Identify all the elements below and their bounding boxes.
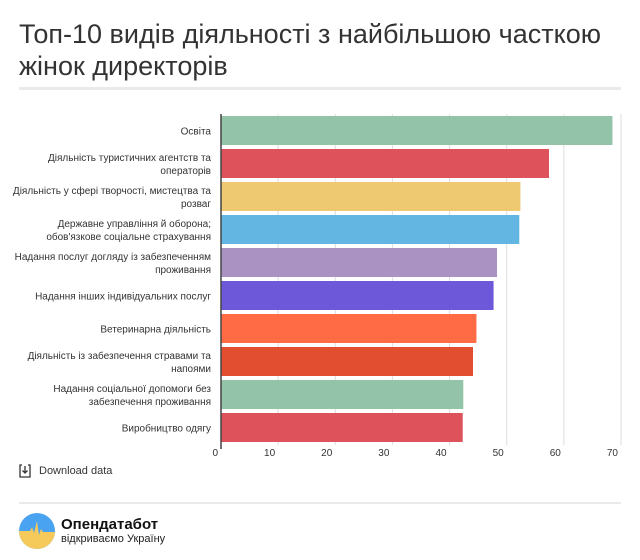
bar <box>221 380 464 409</box>
category-label: забезпечення проживання <box>89 396 211 408</box>
category-label: Надання інших індивідуальних послуг <box>35 292 211 303</box>
x-tick-label: 70 <box>607 448 619 459</box>
category-label: Діяльність туристичних агентств та <box>48 153 211 164</box>
category-label: Виробництво одягу <box>122 423 211 435</box>
bar <box>221 314 477 343</box>
title-divider <box>19 87 621 90</box>
chart-title: Топ-10 видів діяльності з найбільшою час… <box>19 19 601 81</box>
category-label: Діяльність у сфері творчості, мистецтва … <box>13 185 212 197</box>
bar <box>221 413 463 442</box>
logo-icon <box>19 513 55 549</box>
bar <box>221 149 549 178</box>
category-label: напоями <box>171 364 211 375</box>
bar <box>221 281 494 310</box>
x-tick-label: 0 <box>212 448 218 459</box>
footer-divider <box>19 502 621 504</box>
bar-chart: 0 10 20 30 40 50 60 70 Освіта Діяльність туристич… <box>13 114 622 459</box>
category-label: проживання <box>155 265 211 276</box>
category-label: Надання послуг догляду із забезпеченням <box>15 251 211 263</box>
opendatabot-logo: Опендатабот відкриваємо Україну <box>19 513 165 549</box>
bar <box>221 182 521 211</box>
x-tick-label: 60 <box>550 448 562 459</box>
category-label: Державне управління й оборона; <box>58 218 211 230</box>
x-tick-label: 30 <box>378 448 390 459</box>
category-label: Освіта <box>181 127 212 138</box>
brand-name: Опендатабот <box>61 515 159 533</box>
download-data-link[interactable]: Download data <box>19 464 112 478</box>
category-label: операторів <box>160 166 211 177</box>
brand-tagline: відкриваємо Україну <box>61 532 166 545</box>
download-data-label: Download data <box>39 465 113 477</box>
x-tick-label: 40 <box>435 448 447 459</box>
category-label: Ветеринарна діяльність <box>100 325 211 336</box>
bar <box>221 116 613 145</box>
bar <box>221 215 520 244</box>
x-tick-label: 50 <box>493 448 505 459</box>
bar <box>221 248 497 277</box>
download-icon <box>19 464 31 478</box>
category-label: Діяльність із забезпечення стравами та <box>28 350 212 362</box>
x-tick-label: 20 <box>321 448 333 459</box>
bar <box>221 347 473 376</box>
category-label: Надання соціальної допомоги без <box>53 383 211 395</box>
x-tick-label: 10 <box>264 448 276 459</box>
category-label: розваг <box>181 199 211 210</box>
category-label: обов'язкове соціальне страхування <box>46 231 211 243</box>
